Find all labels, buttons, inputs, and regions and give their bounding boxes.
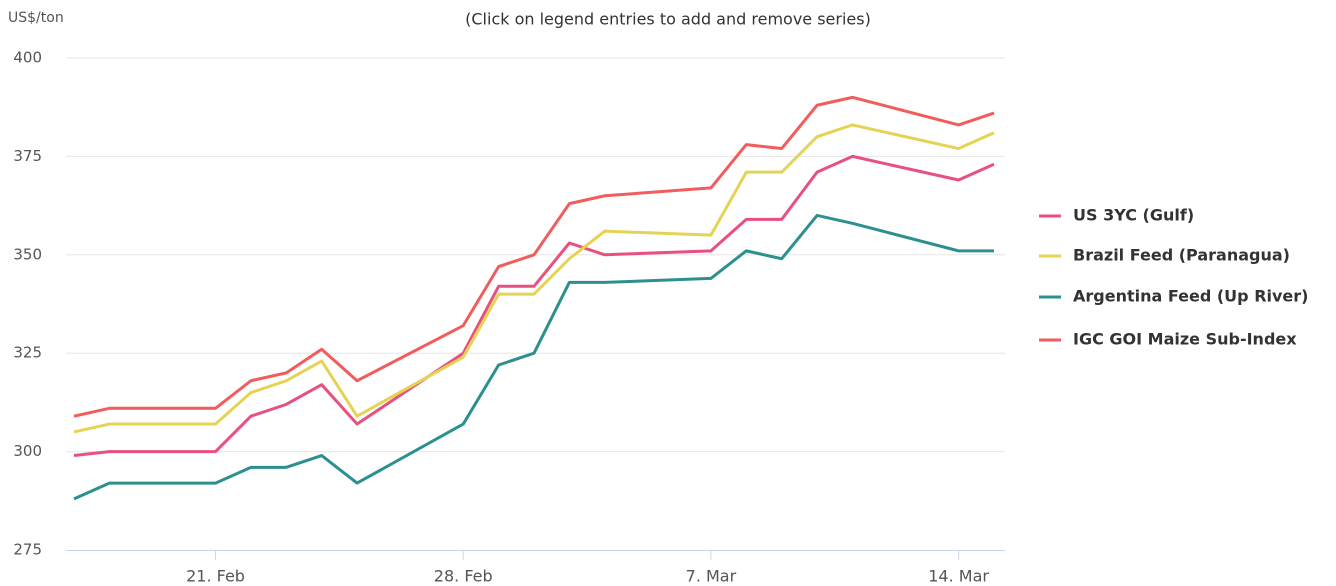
series-line xyxy=(73,154,995,458)
series-line xyxy=(73,213,994,501)
y-tick-label: 375 xyxy=(13,147,42,165)
x-tick-label: 14. Mar xyxy=(928,567,989,586)
chart-subtitle: (Click on legend entries to add and remo… xyxy=(465,10,871,29)
legend-entry[interactable]: Brazil Feed (Paranagua) xyxy=(1073,246,1290,265)
legend-entry[interactable]: Argentina Feed (Up River) xyxy=(1073,287,1308,306)
y-tick-label: 275 xyxy=(13,541,42,559)
series-line xyxy=(73,95,995,418)
x-tick-label: 21. Feb xyxy=(186,567,245,586)
x-tick-label: 28. Feb xyxy=(434,567,493,586)
y-tick-label: 300 xyxy=(13,442,42,460)
y-tick-label: 350 xyxy=(13,245,42,263)
y-tick-label: 325 xyxy=(13,344,42,362)
series-line xyxy=(73,123,995,434)
x-tick-label: 7. Mar xyxy=(686,567,737,586)
y-tick-label: 400 xyxy=(13,49,42,67)
legend-entry[interactable]: IGC GOI Maize Sub-Index xyxy=(1073,330,1297,349)
legend-entry[interactable]: US 3YC (Gulf) xyxy=(1073,206,1194,225)
y-axis-label: US$/ton xyxy=(8,10,64,26)
